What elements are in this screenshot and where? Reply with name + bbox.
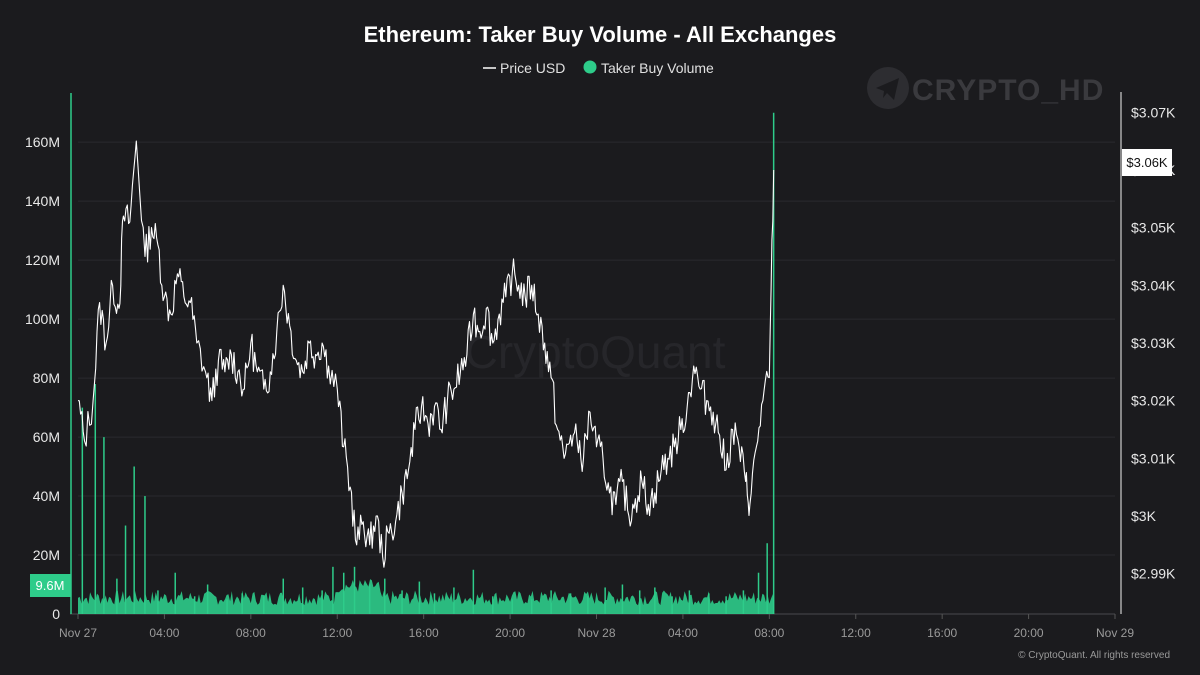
right-tick-label: $3.07K — [1131, 104, 1176, 120]
copyright: © CryptoQuant. All rights reserved — [1018, 650, 1170, 661]
grid-lines — [70, 92, 1122, 615]
x-tick-label: 12:00 — [841, 626, 871, 640]
brand-watermark-text: CRYPTO_HD — [912, 74, 1104, 107]
left-tick-label: 40M — [33, 488, 60, 504]
legend-price-label[interactable]: Price USD — [500, 60, 565, 76]
x-tick-label: 20:00 — [1014, 626, 1044, 640]
current-volume-badge: 9.6M — [30, 574, 71, 597]
left-tick-label: 60M — [33, 429, 60, 445]
x-tick-label: 04:00 — [668, 626, 698, 640]
x-tick-label: 12:00 — [322, 626, 352, 640]
center-watermark: CryptoQuant — [465, 326, 726, 378]
legend: Price USD Taker Buy Volume — [483, 60, 714, 76]
left-tick-label: 0 — [52, 606, 60, 622]
left-axis: 0 20M 40M 60M 80M 100M 120M 140M 160M — [25, 134, 60, 622]
right-tick-label: $3.02K — [1131, 393, 1176, 409]
right-tick-label: $3.01K — [1131, 450, 1176, 466]
x-tick-label: Nov 29 — [1096, 626, 1134, 640]
x-tick-label: 16:00 — [927, 626, 957, 640]
left-tick-label: 20M — [33, 547, 60, 563]
current-price-text: $3.06K — [1126, 155, 1168, 170]
legend-volume-label[interactable]: Taker Buy Volume — [601, 60, 714, 76]
legend-volume-marker — [583, 60, 597, 74]
right-tick-label: $3.03K — [1131, 335, 1176, 351]
chart-title: Ethereum: Taker Buy Volume - All Exchang… — [364, 22, 837, 47]
left-tick-label: 120M — [25, 252, 60, 268]
left-tick-label: 80M — [33, 370, 60, 386]
x-tick-label: Nov 27 — [59, 626, 97, 640]
current-volume-text: 9.6M — [36, 578, 65, 593]
brand-watermark: CRYPTO_HD — [867, 67, 1104, 109]
x-tick-label: Nov 28 — [577, 626, 615, 640]
right-tick-label: $2.99K — [1131, 566, 1176, 582]
x-tick-label: 16:00 — [409, 626, 439, 640]
x-tick-label: 20:00 — [495, 626, 525, 640]
right-tick-label: $3K — [1131, 508, 1157, 524]
current-price-badge: $3.06K — [1122, 149, 1172, 176]
x-tick-label: 04:00 — [149, 626, 179, 640]
left-tick-label: 100M — [25, 311, 60, 327]
volume-area — [78, 579, 774, 614]
telegram-plane-icon — [876, 78, 899, 100]
x-tick-label: 08:00 — [236, 626, 266, 640]
price-series — [77, 140, 775, 568]
right-tick-label: $3.05K — [1131, 220, 1176, 236]
left-tick-label: 140M — [25, 193, 60, 209]
left-tick-label: 160M — [25, 134, 60, 150]
x-tick-label: 08:00 — [754, 626, 784, 640]
right-tick-label: $3.04K — [1131, 277, 1176, 293]
price-line-path — [77, 140, 775, 568]
x-axis: Nov 27 04:00 08:00 12:00 16:00 20:00 Nov 28 04:… — [59, 614, 1134, 640]
